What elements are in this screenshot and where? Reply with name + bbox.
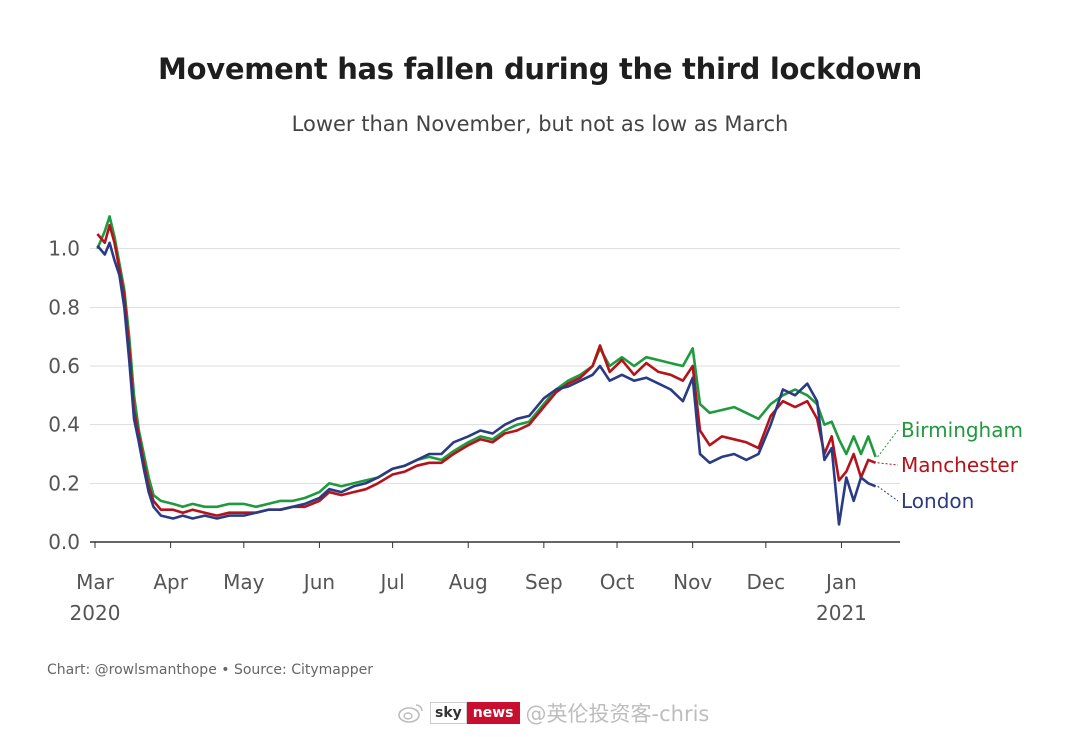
x-tick-label: Jan <box>824 570 857 594</box>
x-tick-label: Apr <box>153 570 188 594</box>
y-tick-label: 1.0 <box>48 237 80 261</box>
x-tick-label: Dec <box>746 570 785 594</box>
x-tick-label: Sep <box>525 570 563 594</box>
weibo-icon <box>398 704 423 723</box>
x-tick-label: Jul <box>379 570 405 594</box>
chart-title: Movement has fallen during the third loc… <box>158 52 922 86</box>
gridlines <box>90 248 900 543</box>
series-label-manchester: Manchester <box>901 453 1019 477</box>
logo-news: news <box>466 702 520 724</box>
y-axis: 0.0 0.2 0.4 0.6 0.8 1.0 <box>48 237 80 554</box>
series-line-manchester <box>96 223 877 517</box>
x-tick-label: Jun <box>302 570 335 594</box>
chart-source: Chart: @rowlsmanthope • Source: Citymapp… <box>47 662 374 678</box>
y-tick-label: 0.4 <box>48 413 80 437</box>
logo-sky: sky <box>430 702 467 724</box>
label-leader <box>877 462 899 466</box>
x-tick-year-label: 2020 <box>70 601 121 625</box>
series-lines <box>96 215 877 526</box>
y-tick-label: 0.2 <box>48 471 80 495</box>
series-line-london <box>96 241 877 526</box>
watermark-text: @英伦投资客-chris <box>525 702 710 726</box>
x-tick-label: May <box>223 570 265 594</box>
x-tick-label: Oct <box>600 570 635 594</box>
series-labels: Birmingham Manchester London <box>877 418 1023 513</box>
x-axis: Mar 2020 Apr May Jun Jul Aug Sep Oct Nov Dec Jan 202… <box>70 542 867 625</box>
x-tick-label: Nov <box>673 570 712 594</box>
watermark: sky news @英伦投资客-chris <box>398 698 709 728</box>
sky-news-logo: sky news <box>430 701 520 725</box>
x-tick-label: Aug <box>449 570 488 594</box>
series-label-london: London <box>901 489 974 513</box>
y-tick-label: 0.8 <box>48 295 80 319</box>
x-tick-label: Mar <box>76 570 115 594</box>
label-leader <box>877 485 899 502</box>
y-tick-label: 0.6 <box>48 354 80 378</box>
series-line-birmingham <box>96 215 877 509</box>
chart-subtitle: Lower than November, but not as low as M… <box>291 112 789 136</box>
label-leader <box>877 429 899 458</box>
y-tick-label: 0.0 <box>48 530 80 554</box>
x-tick-year-label: 2021 <box>816 601 867 625</box>
series-label-birmingham: Birmingham <box>901 418 1023 442</box>
